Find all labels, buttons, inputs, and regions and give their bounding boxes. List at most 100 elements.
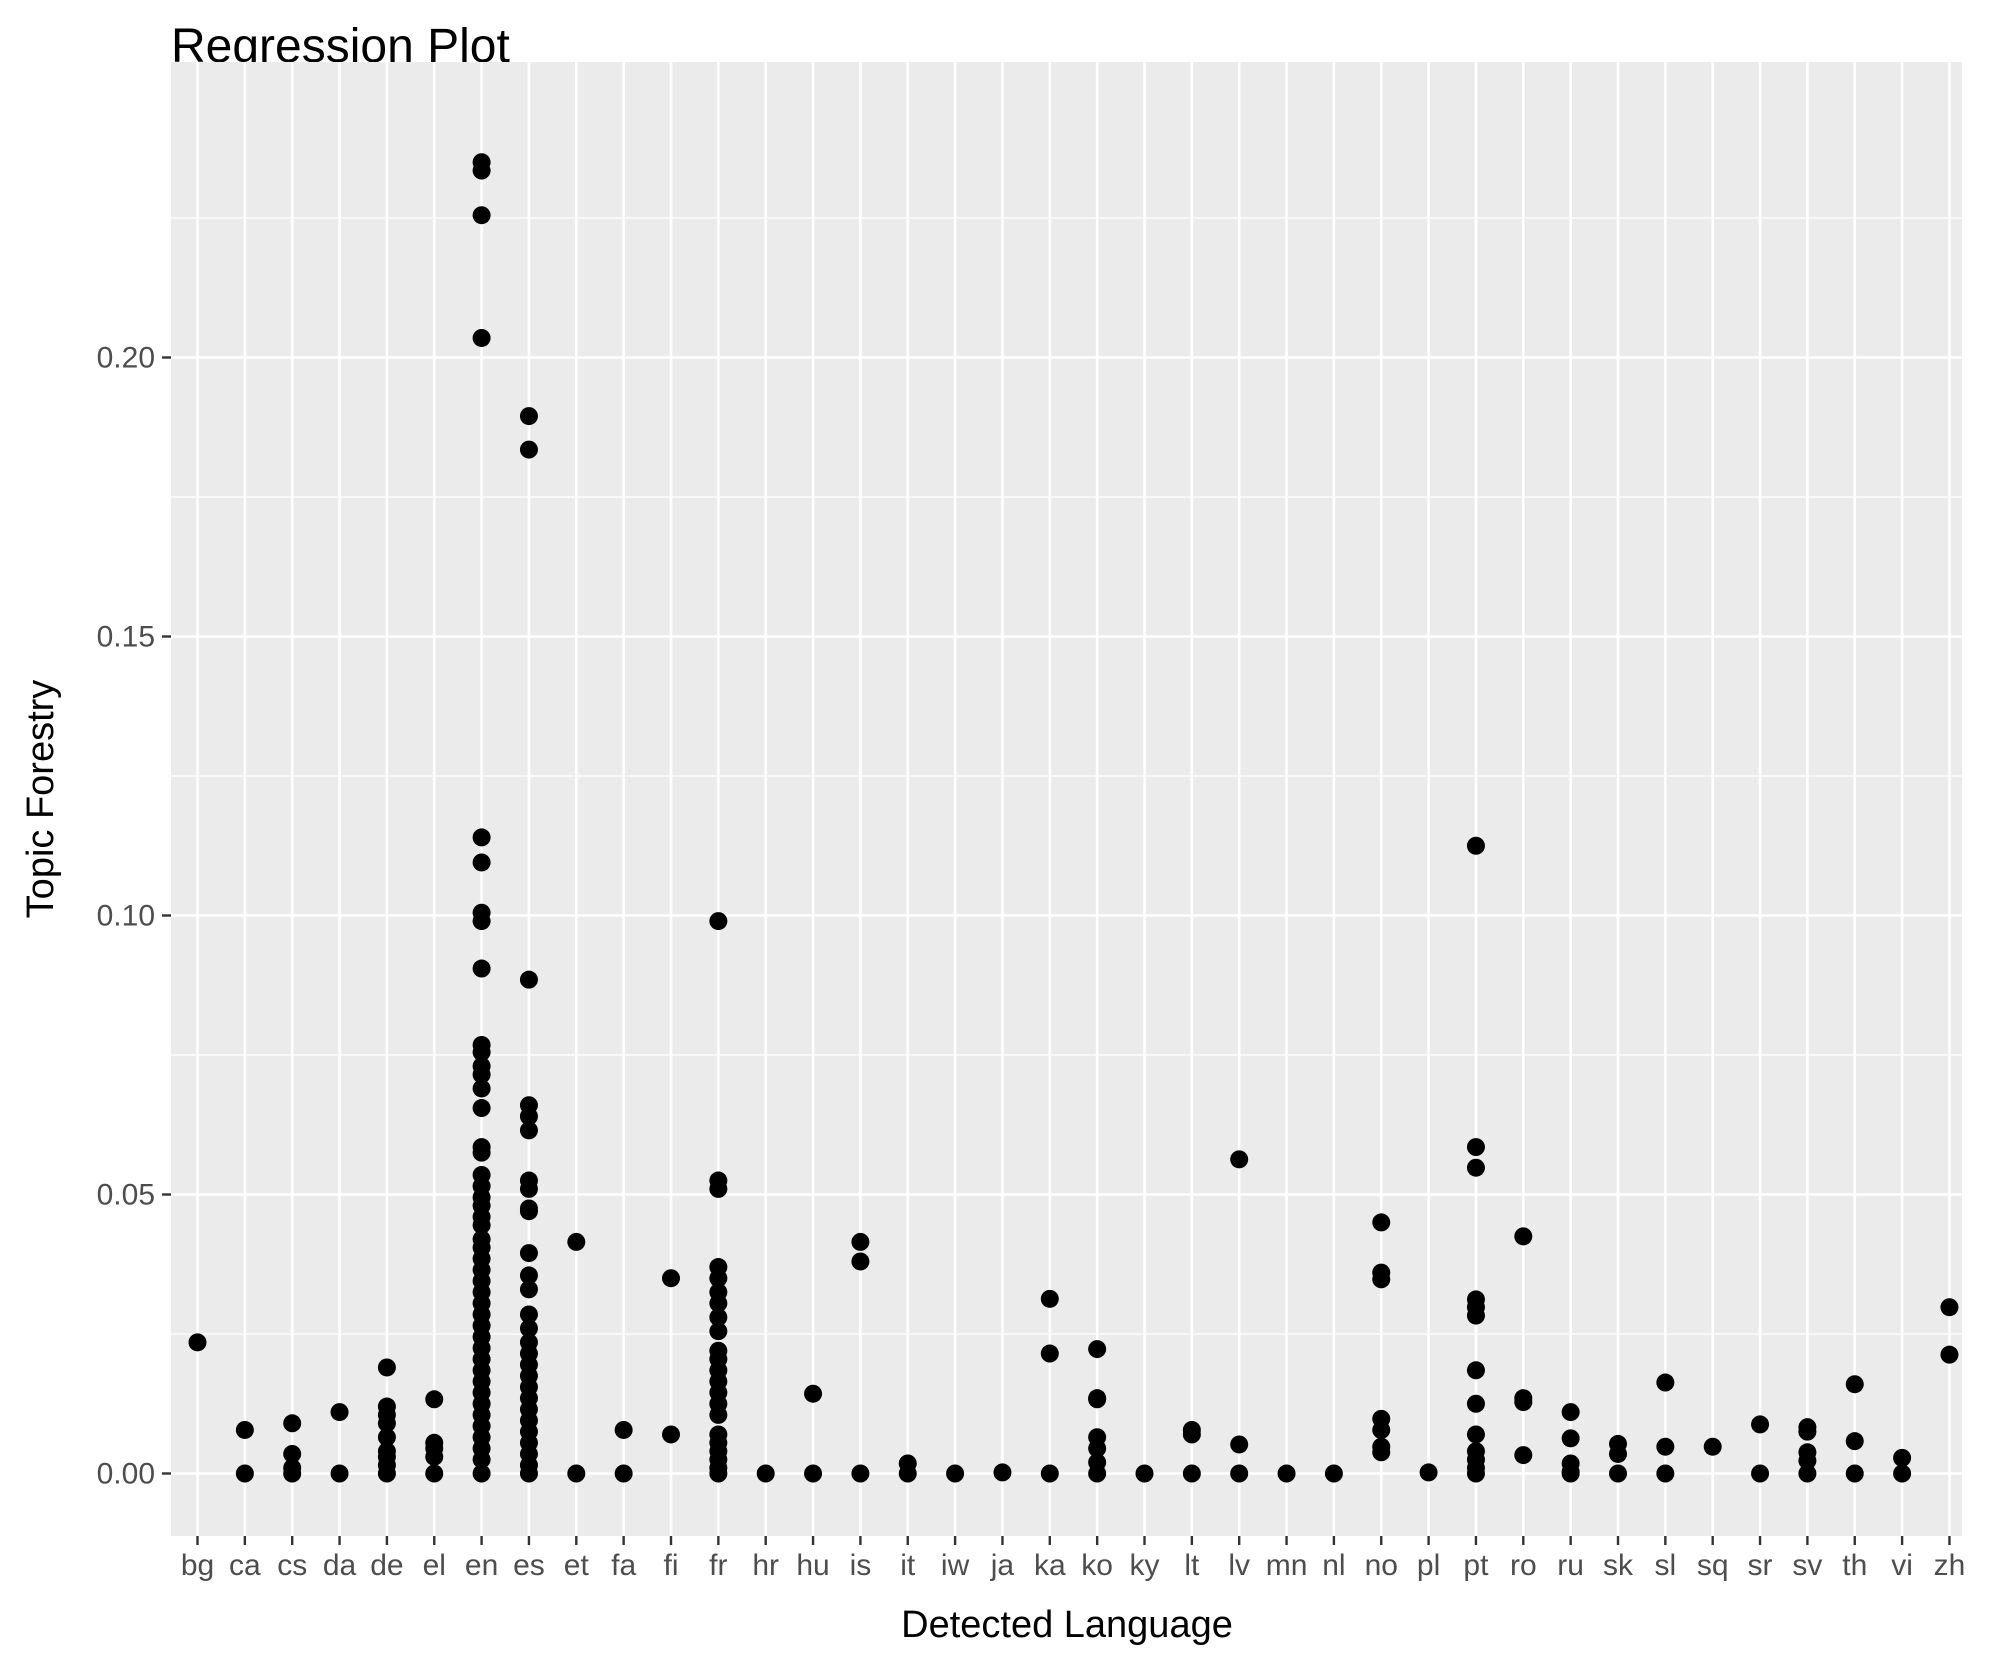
data-points: [188, 153, 1959, 1483]
data-point: [851, 1232, 870, 1251]
data-point: [519, 1107, 538, 1126]
data-point: [377, 1358, 396, 1377]
data-point: [1609, 1444, 1627, 1463]
data-point: [1040, 1464, 1059, 1483]
y-axis: 0.00 0.05 0.10 0.15 0.20: [97, 342, 171, 1491]
x-tick-label: th: [1842, 1549, 1867, 1582]
data-point: [472, 1099, 491, 1118]
x-axis-title: Detected Language: [901, 1604, 1233, 1646]
major-gridlines: [171, 62, 1962, 1536]
data-point: [1277, 1464, 1296, 1483]
data-point: [1419, 1463, 1438, 1482]
data-point: [851, 1252, 870, 1271]
data-point: [519, 1464, 538, 1483]
data-point: [898, 1464, 917, 1483]
data-point: [377, 1428, 396, 1447]
data-point: [472, 1079, 491, 1098]
data-point: [519, 1280, 538, 1299]
data-point: [756, 1464, 775, 1483]
data-point: [567, 1232, 586, 1251]
data-point: [1798, 1451, 1817, 1470]
data-point: [1514, 1393, 1533, 1412]
data-point: [709, 1464, 728, 1483]
x-tick-label: hu: [796, 1549, 829, 1582]
data-point: [1940, 1298, 1959, 1317]
data-point: [472, 853, 491, 872]
y-tick-label: 0.05: [97, 1179, 155, 1212]
data-point: [472, 161, 491, 180]
x-tick-label: sv: [1792, 1549, 1822, 1582]
data-point: [662, 1269, 680, 1288]
data-point: [472, 1450, 491, 1469]
x-tick-label: ca: [229, 1549, 261, 1582]
data-point: [472, 1464, 491, 1483]
x-tick-label: el: [423, 1549, 446, 1582]
data-point: [472, 206, 491, 225]
data-point: [425, 1464, 444, 1483]
x-tick-label: zh: [1934, 1549, 1966, 1582]
data-point: [235, 1420, 254, 1439]
data-point: [804, 1464, 823, 1483]
data-point: [472, 1216, 491, 1235]
data-point: [567, 1464, 586, 1483]
data-point: [1845, 1375, 1864, 1394]
data-point: [1561, 1429, 1580, 1448]
y-axis-title: Topic Forestry: [20, 680, 62, 919]
x-tick-label: sk: [1603, 1549, 1634, 1582]
data-point: [1561, 1403, 1580, 1422]
data-point: [709, 1294, 728, 1313]
data-point: [1182, 1464, 1201, 1483]
x-tick-label: pl: [1417, 1549, 1440, 1582]
data-point: [1798, 1464, 1817, 1483]
data-point: [472, 828, 491, 847]
x-tick-label: es: [513, 1549, 545, 1582]
x-tick-label: vi: [1891, 1549, 1913, 1582]
data-point: [946, 1464, 965, 1483]
data-point: [709, 1269, 728, 1288]
data-point: [425, 1447, 444, 1466]
x-tick-label: no: [1365, 1549, 1398, 1582]
data-point: [519, 1319, 538, 1338]
x-tick-label: lv: [1228, 1549, 1250, 1582]
x-axis: bg ca cs da de el en es et fa fi fr hr hu is it iw ja ka ko…: [181, 1536, 1965, 1582]
x-tick-label: sq: [1697, 1549, 1729, 1582]
x-tick-label: mn: [1266, 1549, 1308, 1582]
x-tick-label: bg: [181, 1549, 214, 1582]
data-point: [614, 1464, 633, 1483]
data-point: [1514, 1446, 1533, 1465]
x-tick-label: et: [564, 1549, 590, 1582]
data-point: [1466, 1138, 1485, 1157]
data-point: [1088, 1390, 1107, 1409]
data-point: [851, 1464, 870, 1483]
data-point: [283, 1444, 302, 1463]
data-point: [1466, 1425, 1485, 1444]
data-point: [1372, 1270, 1391, 1289]
data-point: [330, 1464, 349, 1483]
data-point: [614, 1420, 633, 1439]
data-point: [709, 912, 728, 931]
data-point: [1040, 1289, 1059, 1308]
data-point: [1466, 1158, 1485, 1177]
x-tick-label: hr: [752, 1549, 779, 1582]
x-tick-label: ko: [1081, 1549, 1113, 1582]
data-point: [709, 1179, 728, 1198]
data-point: [519, 440, 538, 459]
data-point: [472, 959, 491, 978]
data-point: [235, 1464, 254, 1483]
data-point: [1751, 1464, 1770, 1483]
data-point: [519, 1179, 538, 1198]
data-point: [472, 1065, 491, 1084]
x-tick-label: is: [850, 1549, 872, 1582]
data-point: [709, 1405, 728, 1424]
data-point: [519, 1121, 538, 1140]
data-point: [1466, 1306, 1485, 1325]
data-point: [519, 407, 538, 426]
x-tick-label: it: [900, 1549, 916, 1582]
data-point: [472, 1043, 491, 1062]
data-point: [1703, 1437, 1722, 1456]
data-point: [472, 912, 491, 931]
data-point: [1466, 1361, 1485, 1380]
data-point: [1088, 1464, 1107, 1483]
data-point: [519, 1244, 538, 1263]
